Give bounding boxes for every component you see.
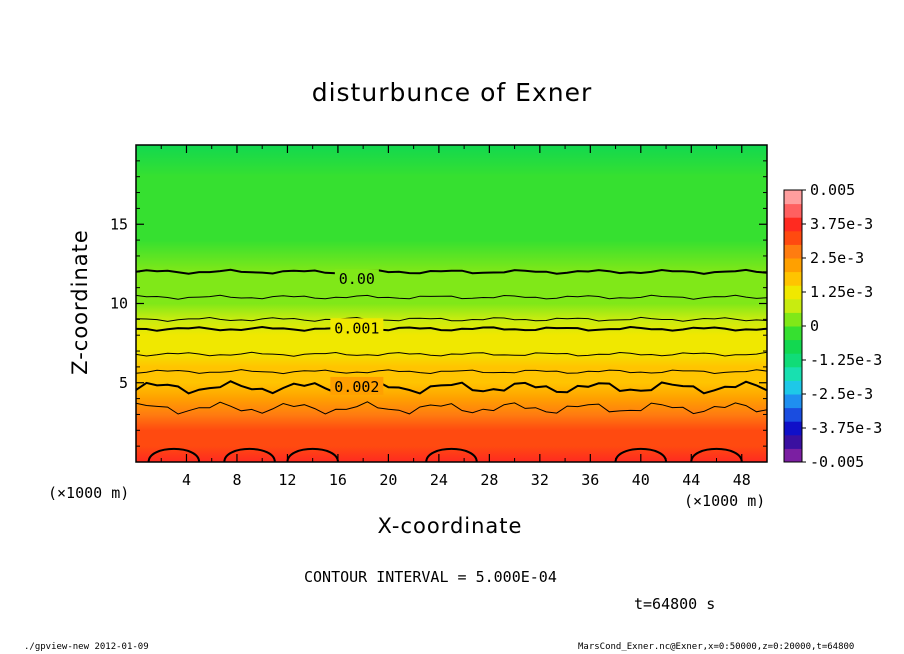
x-tick-label: 36 — [581, 471, 599, 489]
contour-line — [135, 316, 768, 322]
contour-line — [135, 401, 768, 415]
bottom-contour — [614, 447, 668, 463]
chart-title: disturbunce of Exner — [311, 78, 593, 107]
x-tick-label: 20 — [379, 471, 397, 489]
x-tick-label: 32 — [531, 471, 549, 489]
field-fill — [136, 145, 767, 462]
footer-right: MarsCond_Exner.nc@Exner,x=0:50000,z=0:20… — [578, 642, 855, 652]
contour-label-bg — [330, 318, 384, 337]
colorbar-cell — [784, 258, 802, 273]
x-unit-left: (×1000 m) — [48, 484, 130, 502]
colorbar-label: -1.25e-3 — [810, 351, 882, 369]
colorbar-cell — [784, 366, 802, 381]
footer-left: ./gpview-new 2012-01-09 — [24, 642, 149, 652]
colorbar-cell — [784, 190, 802, 205]
x-tick-label: 40 — [632, 471, 650, 489]
colorbar-label: -0.005 — [810, 453, 864, 471]
x-unit-right: (×1000 m) — [684, 492, 766, 510]
contour-line — [135, 325, 768, 332]
y-tick-label: 10 — [110, 295, 128, 313]
y-tick-label: 15 — [110, 215, 128, 233]
colorbar-cell — [784, 217, 802, 232]
colorbar-cell — [784, 407, 802, 422]
bottom-contour — [425, 447, 478, 463]
x-tick-label: 24 — [430, 471, 448, 489]
colorbar-label: -3.75e-3 — [810, 419, 882, 437]
contour-label: 0.002 — [334, 378, 379, 396]
contour-line — [135, 294, 768, 300]
colorbar-cell — [784, 339, 802, 354]
colorbar-cell — [784, 434, 802, 449]
colorbar-label: 3.75e-3 — [810, 215, 873, 233]
x-tick-label: 4 — [182, 471, 191, 489]
x-tick-label: 12 — [278, 471, 296, 489]
bottom-contour — [147, 447, 201, 463]
contour-line — [135, 380, 768, 395]
colorbar-cell — [784, 285, 802, 300]
colorbar-cell — [784, 230, 802, 245]
x-tick-label: 48 — [733, 471, 751, 489]
bottom-contour — [223, 447, 276, 463]
colorbar-cell — [784, 271, 802, 286]
bottom-contour — [690, 447, 743, 463]
colorbar-cell — [784, 298, 802, 313]
contour-label-bg — [334, 269, 379, 288]
colorbar-label: 2.5e-3 — [810, 249, 864, 267]
contour-line — [135, 369, 768, 375]
colorbar-cell — [784, 203, 802, 218]
time-label: t=64800 s — [634, 595, 716, 613]
colorbar-cell — [784, 244, 802, 259]
contour-interval-text: CONTOUR INTERVAL = 5.000E-04 — [304, 568, 557, 586]
colorbar-label: 0.005 — [810, 181, 855, 199]
x-tick-label: 44 — [682, 471, 700, 489]
contour-label: 0.00 — [339, 270, 375, 288]
contour-line — [135, 351, 768, 357]
y-tick-label: 5 — [119, 374, 128, 392]
contour-label-bg — [330, 376, 384, 395]
x-axis-label: X-coordinate — [377, 514, 523, 538]
contour-line — [135, 268, 768, 275]
bottom-contour — [286, 447, 339, 463]
contour-label: 0.001 — [334, 319, 379, 337]
colorbar-cell — [784, 312, 802, 327]
colorbar-cell — [784, 421, 802, 436]
colorbar-cell — [784, 380, 802, 395]
colorbar-label: -2.5e-3 — [810, 385, 873, 403]
colorbar-cell — [784, 353, 802, 368]
colorbar-label: 1.25e-3 — [810, 283, 873, 301]
colorbar-cell — [784, 448, 802, 463]
x-tick-label: 8 — [232, 471, 241, 489]
x-tick-label: 28 — [480, 471, 498, 489]
colorbar-cell — [784, 394, 802, 409]
y-axis-label: Z-coordinate — [68, 229, 92, 375]
colorbar-label: 0 — [810, 317, 819, 335]
colorbar-cell — [784, 326, 802, 341]
x-tick-label: 16 — [329, 471, 347, 489]
